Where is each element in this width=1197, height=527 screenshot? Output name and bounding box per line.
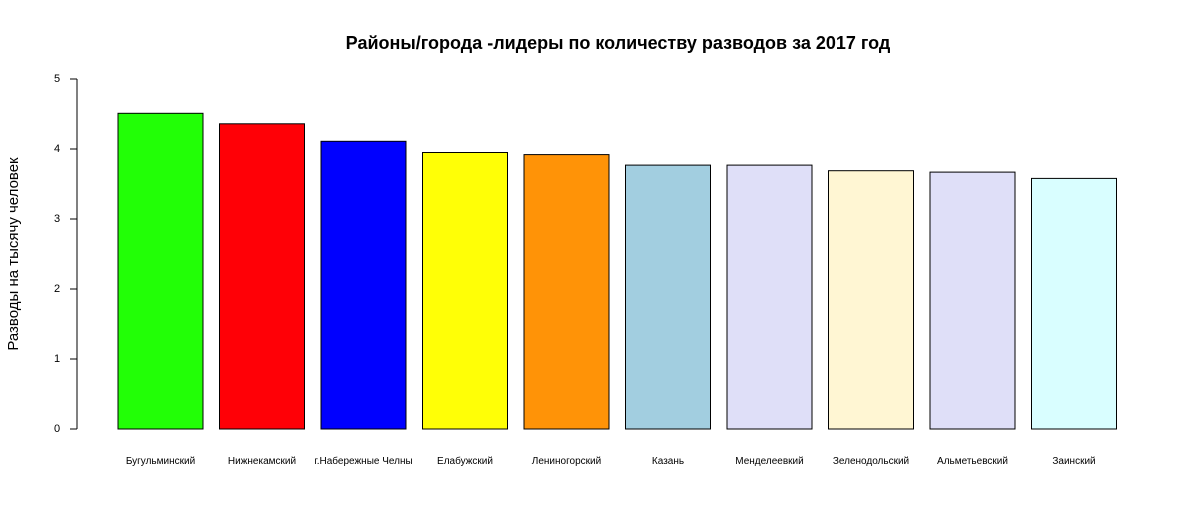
x-category-label: Зеленодольский [833,456,909,467]
bar [523,154,610,430]
bar [929,171,1016,430]
y-tick-label: 4 [54,143,60,155]
bar [422,152,508,430]
chart-title: Районы/города -лидеры по количеству разв… [346,33,891,53]
x-category-label: г.Набережные Челны [314,455,412,467]
x-category-label: Нижнекамский [228,456,296,467]
bar [117,112,204,430]
x-category-label: Лениногорский [532,456,601,467]
y-tick-label: 2 [54,283,60,295]
x-category-label: Елабужский [437,455,493,467]
x-category-label: Менделеевкий [735,456,803,467]
y-tick-label: 5 [54,73,60,85]
x-category-label: Заинский [1052,456,1095,467]
y-axis: 0 1 2 3 4 5 [54,73,78,435]
y-tick-label: 3 [54,213,60,225]
bar [219,123,305,430]
bar [625,164,711,430]
x-category-label: Бугульминский [126,456,195,467]
bar [1031,177,1117,430]
x-category-label: Альметьевский [937,456,1008,467]
bars [117,112,1117,430]
bar [726,164,813,430]
bar [320,140,407,430]
bar [828,170,914,430]
y-tick-label: 0 [54,423,60,435]
x-axis-labels: Бугульминский Нижнекамский г.Набережные Че… [126,455,1096,467]
x-category-label: Казань [652,456,684,467]
y-tick-label: 1 [54,353,60,365]
y-axis-label: Разводы на тысячу человек [5,157,22,351]
